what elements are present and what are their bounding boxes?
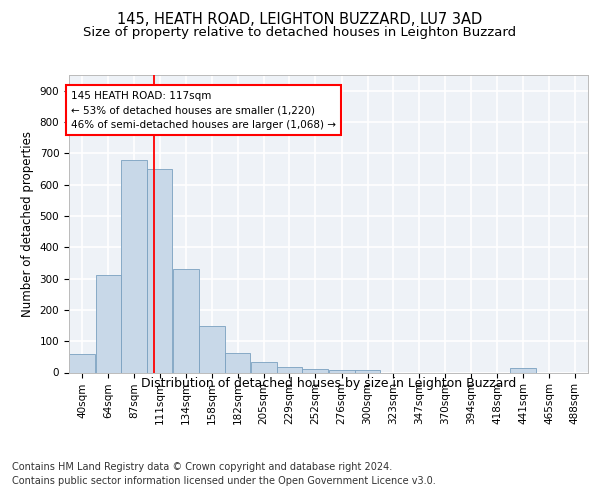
Bar xyxy=(355,370,380,372)
Text: 145 HEATH ROAD: 117sqm
← 53% of detached houses are smaller (1,220)
46% of semi-: 145 HEATH ROAD: 117sqm ← 53% of detached… xyxy=(71,90,336,130)
Text: Size of property relative to detached houses in Leighton Buzzard: Size of property relative to detached ho… xyxy=(83,26,517,39)
Bar xyxy=(251,362,277,372)
Bar xyxy=(510,368,536,372)
Bar xyxy=(173,269,199,372)
Bar xyxy=(329,370,355,372)
Bar xyxy=(147,169,172,372)
Bar xyxy=(226,353,250,372)
Bar xyxy=(277,367,302,372)
Bar xyxy=(199,326,225,372)
Bar xyxy=(121,160,147,372)
Text: Distribution of detached houses by size in Leighton Buzzard: Distribution of detached houses by size … xyxy=(141,378,517,390)
Bar xyxy=(95,276,121,372)
Y-axis label: Number of detached properties: Number of detached properties xyxy=(21,130,34,317)
Bar xyxy=(69,354,95,372)
Text: Contains public sector information licensed under the Open Government Licence v3: Contains public sector information licen… xyxy=(12,476,436,486)
Text: Contains HM Land Registry data © Crown copyright and database right 2024.: Contains HM Land Registry data © Crown c… xyxy=(12,462,392,472)
Bar xyxy=(302,370,328,372)
Text: 145, HEATH ROAD, LEIGHTON BUZZARD, LU7 3AD: 145, HEATH ROAD, LEIGHTON BUZZARD, LU7 3… xyxy=(118,12,482,28)
